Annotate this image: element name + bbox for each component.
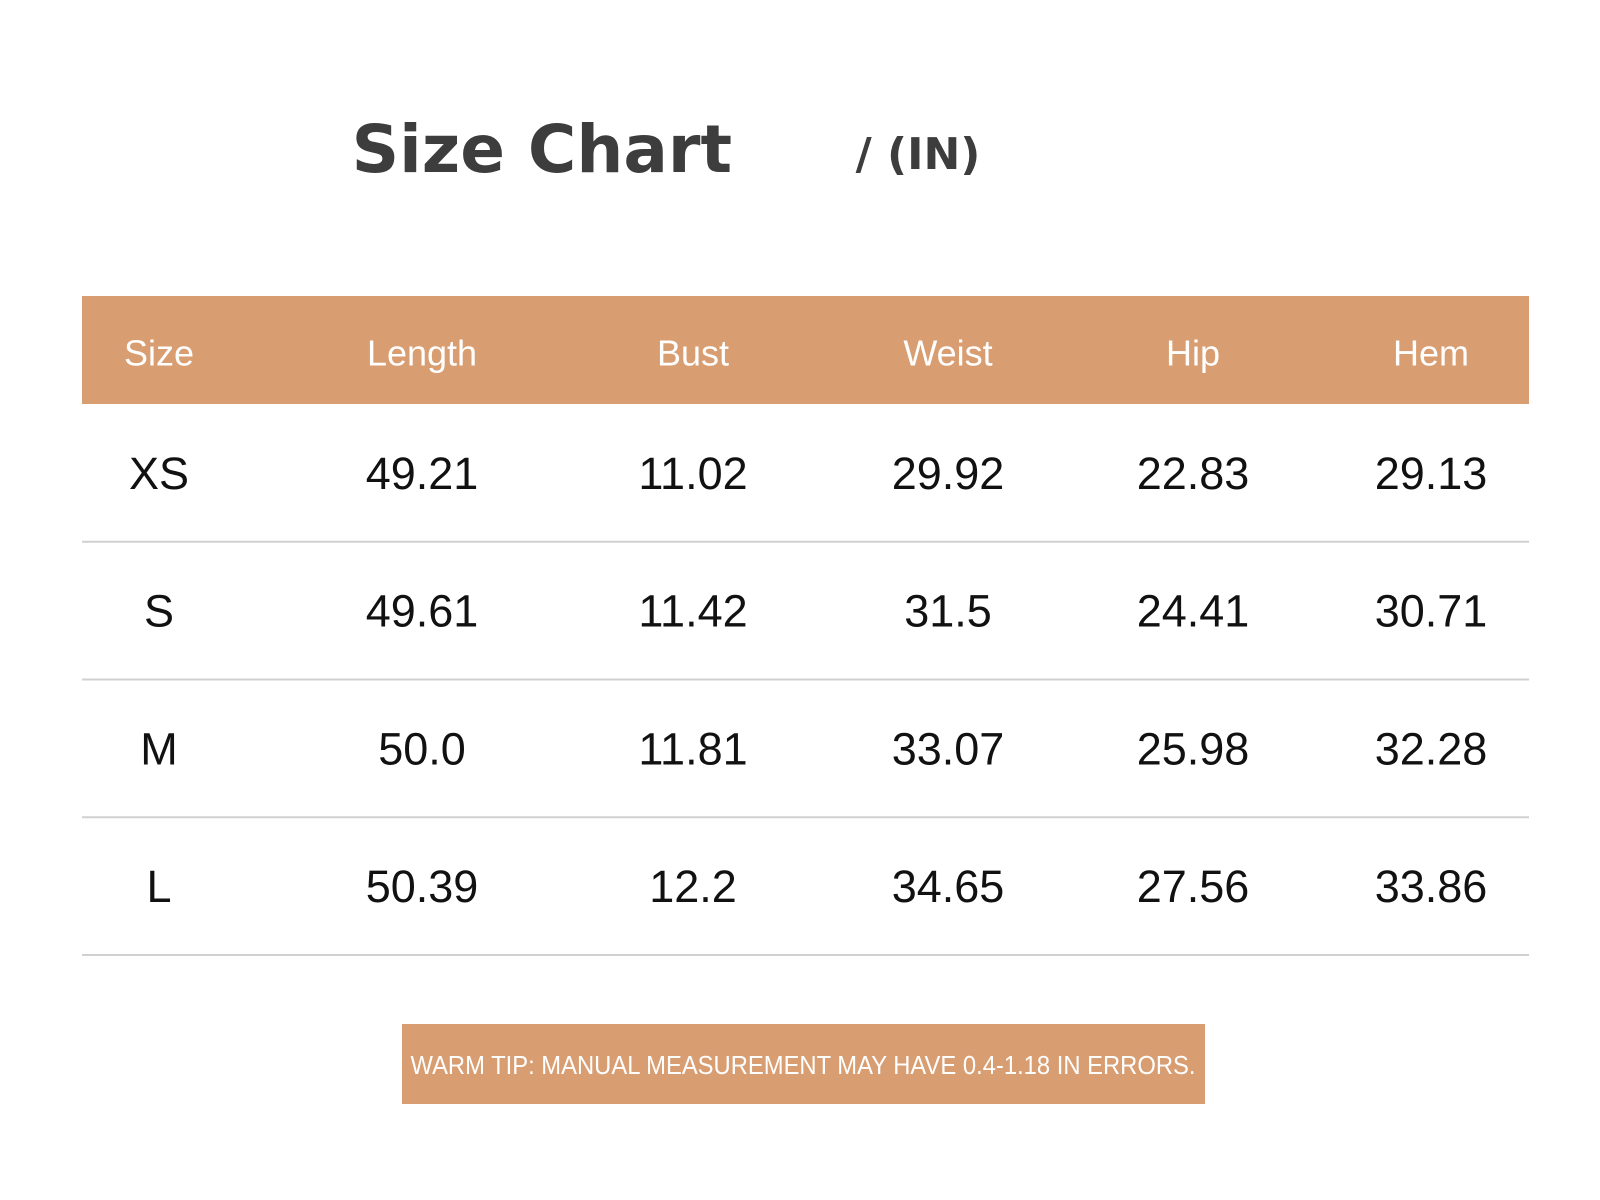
header-cell: Hem	[1393, 333, 1469, 374]
table-cell: XS	[129, 448, 189, 499]
tip-box	[402, 1024, 1205, 1104]
table-cell: 11.02	[638, 448, 747, 499]
table-cell: 27.56	[1137, 861, 1250, 912]
table-cell: 31.5	[904, 586, 992, 637]
table-cell: 50.39	[366, 861, 479, 912]
unit: / (IN)	[856, 129, 981, 180]
title: Size Chart	[352, 111, 732, 188]
header-bar	[82, 296, 1529, 404]
header-cell: Weist	[903, 333, 992, 374]
table-cell: 50.0	[378, 723, 466, 774]
table-cell: 29.92	[892, 448, 1005, 499]
table-cell: L	[146, 861, 171, 912]
table-cell: 32.28	[1375, 723, 1488, 774]
header-cell: Bust	[657, 333, 729, 374]
table-cell: 24.41	[1137, 586, 1250, 637]
table-cell: 49.21	[366, 448, 479, 499]
tip-text: WARM TIP: MANUAL MEASUREMENT MAY HAVE 0.…	[411, 1050, 1196, 1080]
table-cell: 34.65	[892, 861, 1005, 912]
table-cell: 33.86	[1375, 861, 1488, 912]
header-cell: Size	[124, 333, 194, 374]
table-cell: 33.07	[892, 723, 1005, 774]
table-cell: 29.13	[1375, 448, 1488, 499]
header-cell: Length	[367, 333, 477, 374]
table-cell: S	[144, 586, 174, 637]
table-cell: 25.98	[1137, 723, 1250, 774]
table-cell: M	[140, 723, 178, 774]
table-cell: 11.42	[638, 586, 747, 637]
table: Size Length Bust Weist Hip Hem XS 49.21 11.02 29.…	[82, 333, 1529, 956]
table-cell: 30.71	[1375, 586, 1488, 637]
table-cell: 12.2	[649, 861, 737, 912]
table-cell: 22.83	[1137, 448, 1250, 499]
table-cell: 49.61	[366, 586, 479, 637]
header-cell: Hip	[1166, 333, 1220, 374]
table-cell: 11.81	[638, 723, 747, 774]
